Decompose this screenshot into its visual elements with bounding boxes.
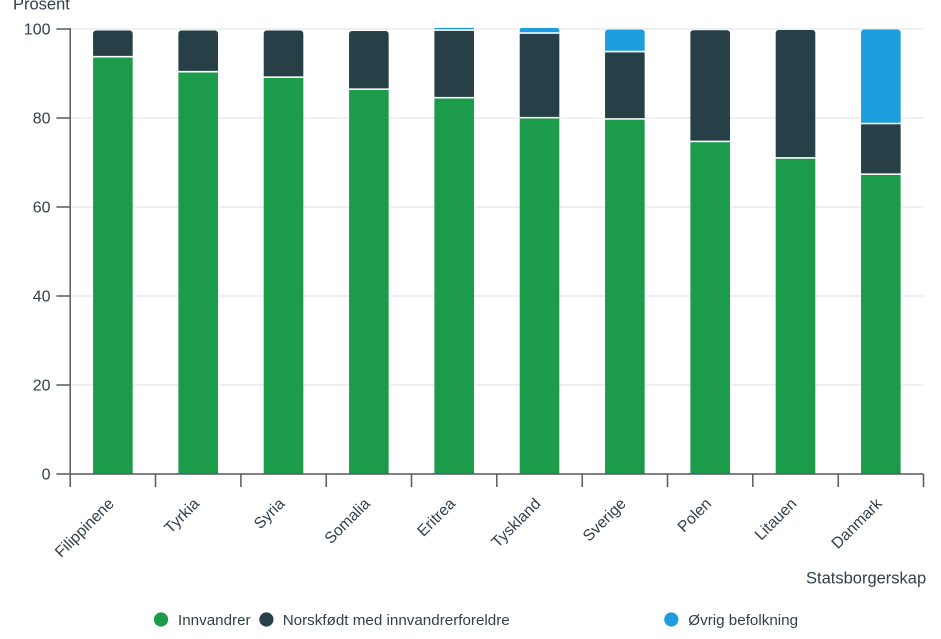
svg-text:Øvrig befolkning: Øvrig befolkning (688, 612, 798, 629)
svg-text:0: 0 (42, 467, 51, 484)
svg-text:60: 60 (33, 200, 51, 217)
svg-text:100: 100 (24, 22, 51, 39)
svg-text:Statsborgerskap: Statsborgerskap (806, 570, 926, 588)
svg-text:Innvandrer: Innvandrer (178, 612, 251, 629)
svg-text:20: 20 (33, 378, 51, 395)
svg-text:Prosent: Prosent (13, 0, 70, 14)
svg-text:40: 40 (33, 289, 51, 306)
svg-text:Norskfødt med innvandrerforeld: Norskfødt med innvandrerforeldre (283, 612, 510, 629)
svg-text:80: 80 (33, 111, 51, 128)
